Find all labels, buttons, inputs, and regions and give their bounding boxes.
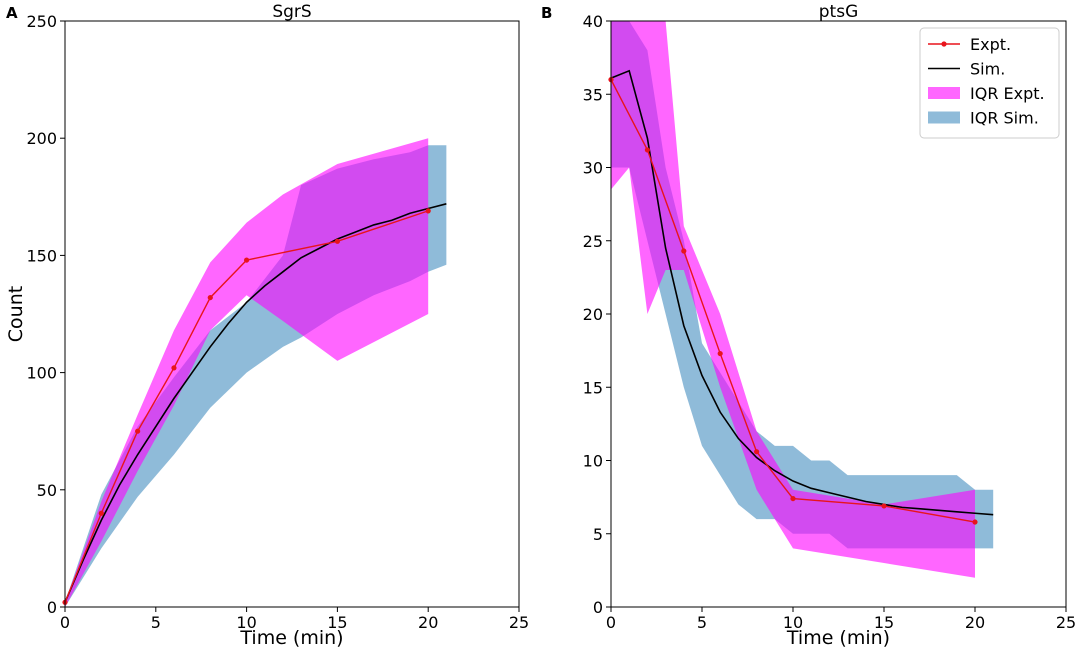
panel-letter: A <box>6 4 18 22</box>
legend-marker-expt <box>941 41 947 47</box>
expt-point <box>644 147 651 153</box>
expt-point <box>244 257 250 263</box>
expt-point <box>207 294 213 301</box>
x-tick-label: 10 <box>236 613 256 632</box>
legend-label: Expt. <box>970 35 1011 54</box>
legend-swatch-iqr-sim <box>928 111 960 124</box>
expt-point <box>790 495 796 502</box>
y-tick-label: 0 <box>593 598 603 617</box>
y-tick-label: 35 <box>583 85 603 104</box>
x-tick-label: 0 <box>606 613 616 632</box>
expt-point <box>881 503 887 509</box>
y-tick-label: 40 <box>583 12 603 31</box>
legend-box <box>919 27 1060 139</box>
y-tick-label: 150 <box>26 246 57 265</box>
panel-b: 0 5 10 15 20 25 0 5 10 15 20 25 30 35 40 ptsG B Time (min… <box>541 2 1076 649</box>
y-tick-label: 250 <box>26 12 57 31</box>
y-tick-label: 100 <box>26 364 57 383</box>
y-tick-label: 50 <box>37 481 57 500</box>
legend-label: IQR Sim. <box>970 109 1039 128</box>
legend-swatch-iqr-expt <box>928 87 960 99</box>
x-tick-label: 25 <box>509 613 529 632</box>
expt-point <box>754 449 760 455</box>
x-tick-label: 20 <box>418 613 438 632</box>
y-tick-label: 200 <box>26 129 57 148</box>
x-tick-label: 0 <box>60 613 70 632</box>
x-axis-label: Time (min) <box>786 627 890 649</box>
legend: Expt. Sim. IQR Expt. IQR Sim. <box>919 27 1060 139</box>
expt-point <box>98 510 104 516</box>
plot-frame <box>64 20 520 608</box>
sim-line <box>65 203 447 603</box>
y-tick-label: 0 <box>47 598 57 617</box>
iqr-expt-band <box>611 21 975 578</box>
legend-label: IQR Expt. <box>970 84 1045 103</box>
y-tick-label: 30 <box>583 159 603 178</box>
iqr-sim-band <box>611 21 994 549</box>
x-tick-label: 25 <box>1056 613 1076 632</box>
x-tick-label: 5 <box>697 613 707 632</box>
expt-line <box>65 210 429 603</box>
y-tick-label: 20 <box>583 305 603 324</box>
x-tick-label: 20 <box>965 613 985 632</box>
y-axis-label: Count <box>5 286 27 342</box>
iqr-expt-band <box>65 138 429 607</box>
expt-point <box>972 519 978 525</box>
x-axis-label: Time (min) <box>239 627 343 649</box>
expt-point <box>425 208 431 214</box>
x-tick-label: 15 <box>874 613 894 632</box>
expt-point <box>717 350 723 357</box>
legend-label: Sim. <box>970 60 1005 79</box>
expt-point <box>135 428 141 434</box>
x-tick-label: 5 <box>151 613 161 632</box>
expt-point <box>681 248 687 254</box>
panel-letter: B <box>541 4 552 22</box>
x-tick-label: 10 <box>783 613 803 632</box>
y-tick-label: 25 <box>583 232 603 251</box>
expt-line <box>611 79 976 523</box>
x-tick-label: 15 <box>327 613 347 632</box>
expt-point <box>171 365 177 371</box>
sim-line <box>611 69 994 516</box>
chart-title: SgrS <box>272 2 311 22</box>
expt-point <box>334 238 340 244</box>
y-tick-label: 15 <box>583 378 603 397</box>
chart-title: ptsG <box>819 2 859 22</box>
y-tick-label: 5 <box>593 525 603 544</box>
y-tick-label: 10 <box>583 452 603 471</box>
